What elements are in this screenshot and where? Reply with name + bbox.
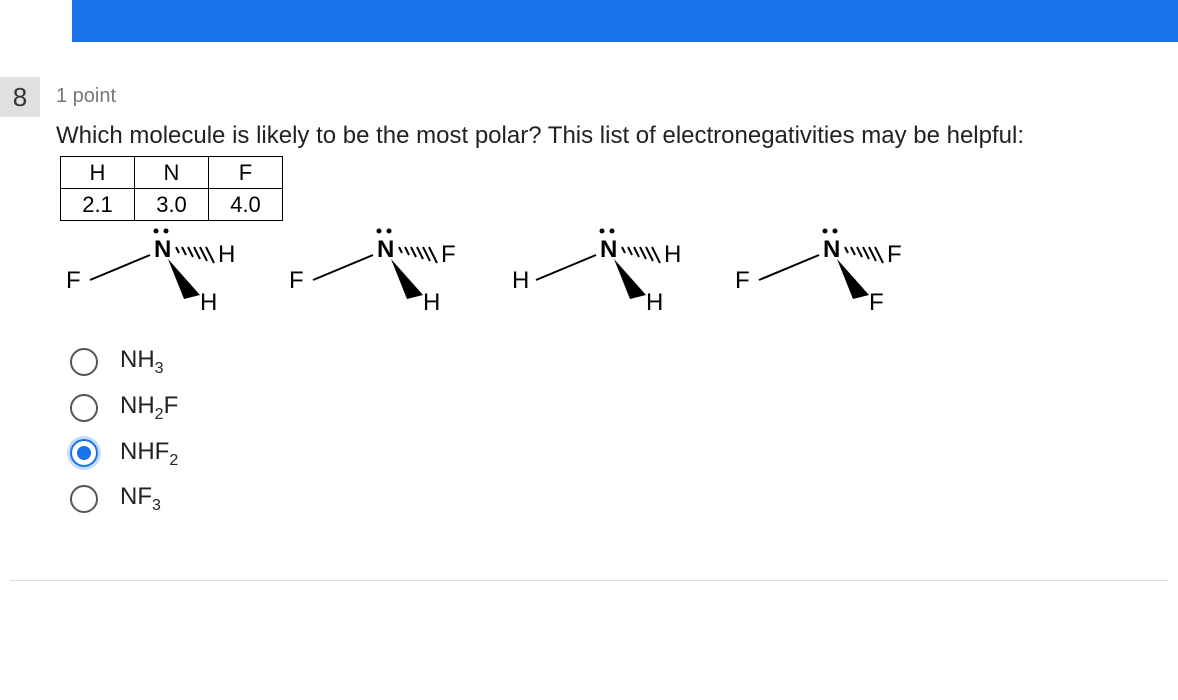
electronegativity-table: H N F 2.1 3.0 4.0 xyxy=(60,156,283,221)
option-label: NH3 xyxy=(120,346,164,378)
table-cell: 3.0 xyxy=(135,189,209,221)
radio-button[interactable] xyxy=(70,439,98,467)
table-cell: 2.1 xyxy=(61,189,135,221)
question-prompt: Which molecule is likely to be the most … xyxy=(56,122,1158,150)
points-label: 1 point xyxy=(56,85,116,108)
molecule-diagram: N H H H xyxy=(506,225,701,315)
svg-text:F: F xyxy=(66,267,81,294)
svg-text:F: F xyxy=(887,241,902,268)
svg-text:H: H xyxy=(512,267,529,294)
question-number-box: 8 xyxy=(0,77,40,117)
svg-text:N: N xyxy=(600,236,617,263)
svg-text:H: H xyxy=(423,289,440,315)
svg-text:F: F xyxy=(735,267,750,294)
molecule-diagram: N F F F xyxy=(729,225,924,315)
radio-button[interactable] xyxy=(70,348,98,376)
answer-options: NH3 NH2F NHF2 NF3 xyxy=(70,332,178,529)
option-label: NHF2 xyxy=(120,438,178,470)
molecule-diagram: N F H H xyxy=(60,225,255,315)
table-cell: F xyxy=(209,157,283,189)
radio-button[interactable] xyxy=(70,394,98,422)
answer-option[interactable]: NHF2 xyxy=(70,438,178,470)
radio-button[interactable] xyxy=(70,485,98,513)
divider xyxy=(10,580,1168,581)
svg-text:H: H xyxy=(664,241,681,268)
table-row: 2.1 3.0 4.0 xyxy=(61,189,283,221)
svg-text:H: H xyxy=(200,289,217,315)
top-bar xyxy=(72,0,1178,42)
question-number: 8 xyxy=(13,82,27,113)
svg-text:N: N xyxy=(823,236,840,263)
table-cell: N xyxy=(135,157,209,189)
molecule-diagram: N F F H xyxy=(283,225,478,315)
svg-text:N: N xyxy=(154,236,171,263)
table-cell: H xyxy=(61,157,135,189)
option-label: NF3 xyxy=(120,483,161,515)
svg-text:H: H xyxy=(218,241,235,268)
svg-text:F: F xyxy=(289,267,304,294)
table-cell: 4.0 xyxy=(209,189,283,221)
answer-option[interactable]: NH2F xyxy=(70,392,178,424)
molecule-diagrams: N F H H N F xyxy=(60,225,924,315)
answer-option[interactable]: NF3 xyxy=(70,483,178,515)
answer-option[interactable]: NH3 xyxy=(70,346,178,378)
svg-text:H: H xyxy=(646,289,663,315)
svg-text:F: F xyxy=(441,241,456,268)
svg-text:F: F xyxy=(869,289,884,315)
table-row: H N F xyxy=(61,157,283,189)
option-label: NH2F xyxy=(120,392,178,424)
svg-text:N: N xyxy=(377,236,394,263)
